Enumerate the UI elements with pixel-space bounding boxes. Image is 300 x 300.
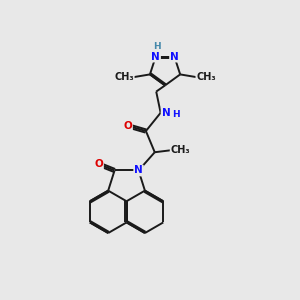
- Text: CH₃: CH₃: [170, 145, 190, 155]
- Text: H: H: [153, 42, 160, 51]
- Text: O: O: [123, 121, 132, 131]
- Text: O: O: [94, 159, 103, 169]
- Text: N: N: [151, 52, 160, 61]
- Text: CH₃: CH₃: [196, 72, 216, 82]
- Text: N: N: [134, 166, 143, 176]
- Text: H: H: [172, 110, 180, 119]
- Text: N: N: [162, 108, 170, 118]
- Text: N: N: [170, 52, 179, 61]
- Text: CH₃: CH₃: [114, 72, 134, 82]
